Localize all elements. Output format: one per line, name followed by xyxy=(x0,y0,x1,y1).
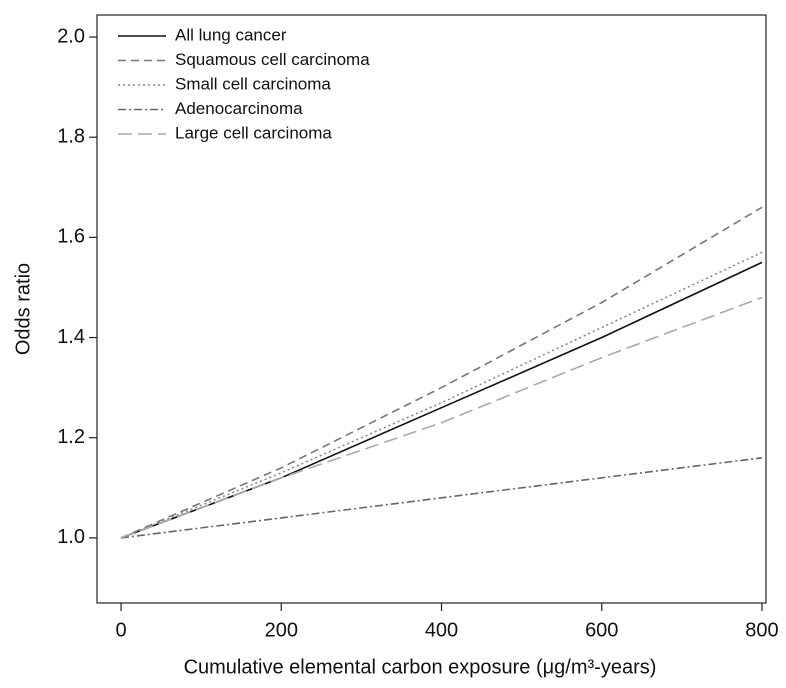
y-tick-label: 1.0 xyxy=(57,526,85,548)
plot-frame xyxy=(96,14,767,604)
legend-label: All lung cancer xyxy=(175,25,287,44)
x-tick-label: 400 xyxy=(425,619,458,641)
series-line xyxy=(120,251,763,539)
y-tick-label: 2.0 xyxy=(57,25,85,47)
x-tick-label: 200 xyxy=(265,619,298,641)
series-line xyxy=(120,261,763,539)
series-line xyxy=(120,206,763,539)
legend-label: Small cell carcinoma xyxy=(175,74,331,93)
y-tick-label: 1.2 xyxy=(57,426,85,448)
series-line xyxy=(120,296,763,539)
y-tick-label: 1.8 xyxy=(57,125,85,147)
x-axis-label: Cumulative elemental carbon exposure (μg… xyxy=(184,656,657,678)
series-line xyxy=(120,457,763,539)
legend-label: Large cell carcinoma xyxy=(175,123,332,142)
y-tick-label: 1.4 xyxy=(57,326,85,348)
x-tick-label: 0 xyxy=(115,619,126,641)
x-tick-label: 800 xyxy=(745,619,778,641)
y-tick-label: 1.6 xyxy=(57,226,85,248)
legend-label: Adenocarcinoma xyxy=(175,99,303,118)
x-tick-label: 600 xyxy=(585,619,618,641)
legend-label: Squamous cell carcinoma xyxy=(175,50,370,69)
y-axis-label: Odds ratio xyxy=(12,263,34,355)
